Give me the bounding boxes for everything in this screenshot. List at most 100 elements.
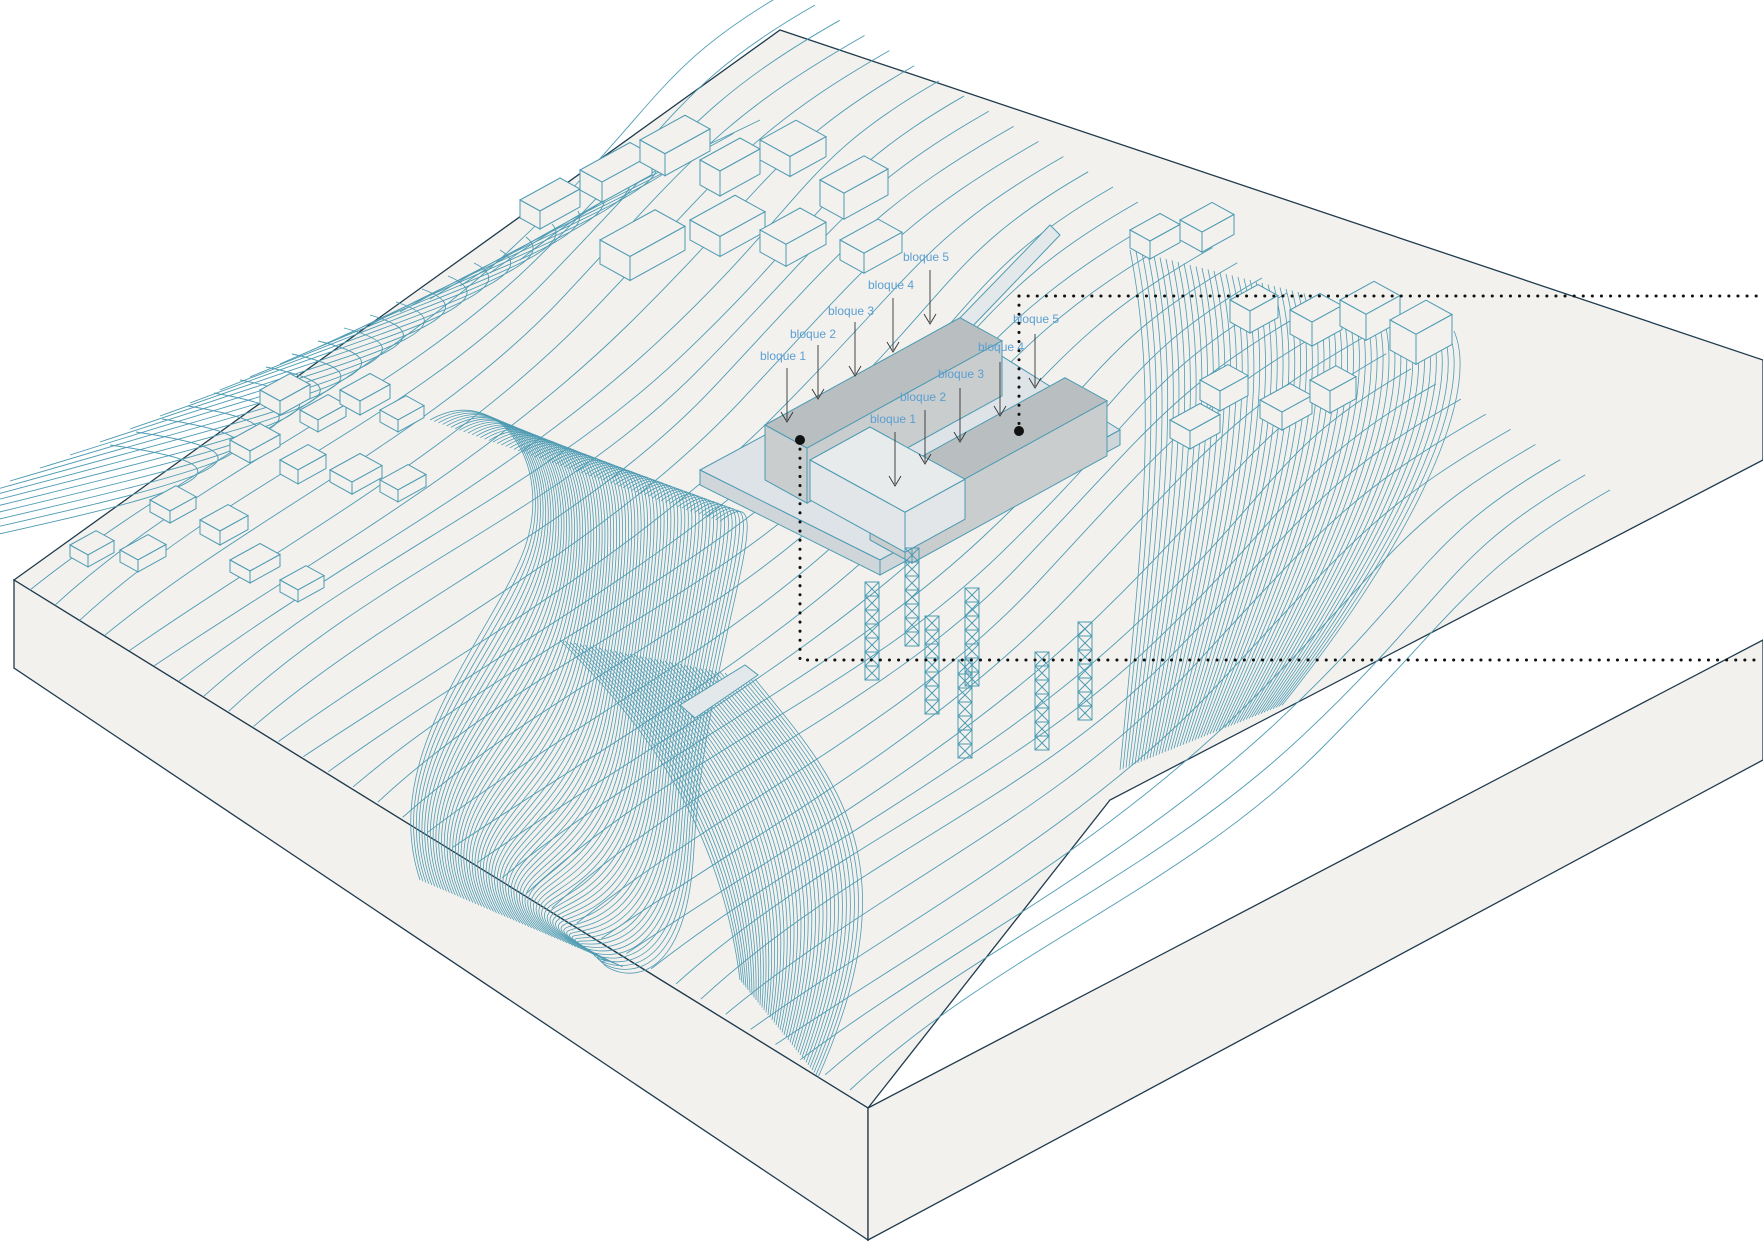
- ravine-line: [639, 655, 779, 1021]
- ravine-line: [602, 511, 748, 974]
- slope-line: [1128, 254, 1163, 767]
- building: [518, 177, 582, 230]
- building: [698, 137, 762, 197]
- label-east-bloque-2: bloque 2: [900, 390, 946, 404]
- ravine-line: [455, 433, 575, 901]
- contour-line: [189, 262, 489, 404]
- slope-line: [1119, 249, 1146, 771]
- ravine-line: [584, 644, 751, 993]
- ravine-line: [649, 657, 785, 1026]
- truss-brace: [924, 629, 940, 645]
- slope-line: [1188, 284, 1278, 743]
- truss-brace: [957, 659, 973, 675]
- ravine-line: [559, 639, 741, 981]
- contour-line: [9, 340, 363, 482]
- ravine-line: [544, 480, 672, 941]
- truss-brace: [904, 603, 920, 619]
- building: [1258, 382, 1314, 431]
- contour-line: [253, 125, 1014, 727]
- ravine-line: [427, 418, 549, 888]
- slope-line: [1266, 323, 1431, 712]
- ravine-line: [491, 452, 612, 917]
- building-wall: [87, 539, 115, 568]
- slope-line: [1194, 287, 1290, 741]
- slope-line: [1161, 270, 1226, 754]
- building: [1128, 212, 1182, 260]
- truss-column: [1077, 621, 1093, 721]
- building-wall: [297, 453, 327, 485]
- label-leaders: [780, 270, 1042, 487]
- truss-brace: [957, 729, 973, 745]
- ravine-line: [560, 489, 693, 949]
- contour-line: [775, 444, 1536, 1045]
- contour-line: [129, 288, 446, 430]
- building: [1228, 284, 1280, 334]
- building-wall: [863, 231, 903, 275]
- contour-line: [249, 236, 534, 378]
- truss-segment: [904, 631, 920, 647]
- building: [278, 444, 328, 485]
- label-west-bloque-1: bloque 1: [760, 349, 806, 363]
- contour-line: [69, 314, 404, 456]
- ravine-line: [719, 671, 835, 1061]
- down-arrow-icon: [780, 411, 794, 423]
- label-east-bloque-3: bloque 3: [938, 367, 984, 381]
- ravine-line: [530, 473, 655, 935]
- truss-brace: [904, 589, 920, 605]
- truss-brace: [864, 665, 880, 681]
- ravine-line: [588, 503, 729, 961]
- building-wall: [629, 225, 686, 282]
- slope-line: [1191, 285, 1284, 742]
- ravine-line: [749, 677, 859, 1076]
- truss-brace: [864, 623, 880, 639]
- truss-brace: [1077, 649, 1093, 665]
- ravine-line: [496, 455, 617, 920]
- truss-brace: [964, 643, 980, 659]
- project-blocks: [763, 317, 1109, 564]
- building-wall: [601, 153, 653, 203]
- truss-brace: [864, 609, 880, 625]
- ravine-line: [480, 446, 600, 912]
- ravine-line: [744, 676, 855, 1073]
- down-arrow-icon: [923, 313, 937, 325]
- truss-brace: [904, 575, 920, 591]
- support-columns: [864, 547, 1093, 759]
- contour-line: [219, 249, 512, 391]
- truss-segment: [864, 665, 880, 681]
- down-arrow-icon: [993, 405, 1007, 417]
- building-wall: [1219, 374, 1249, 412]
- building: [758, 119, 828, 178]
- anchor-markers: [795, 426, 1024, 445]
- building-wall: [397, 404, 425, 433]
- slope-line: [1134, 257, 1174, 765]
- slope-line: [1146, 263, 1197, 760]
- ravine-line: [513, 464, 636, 927]
- ravine-line: [579, 643, 749, 991]
- label-west-bloque-2: bloque 2: [790, 327, 836, 341]
- ravine-line: [452, 432, 573, 900]
- contour-line: [0, 418, 239, 520]
- building: [68, 530, 116, 568]
- ravine-line: [704, 668, 824, 1053]
- ravine-line: [483, 448, 603, 913]
- truss-brace: [1034, 735, 1050, 751]
- ravine-line: [524, 470, 648, 932]
- ravine-line: [714, 670, 832, 1058]
- ravine-line: [499, 457, 620, 921]
- surrounding-buildings: [68, 114, 1454, 603]
- contour-line: [39, 327, 383, 469]
- building: [598, 209, 687, 282]
- down-arrow-icon: [848, 365, 862, 377]
- truss-brace: [1034, 679, 1050, 695]
- truss-column: [924, 615, 940, 715]
- ravine-line: [557, 487, 689, 948]
- building: [378, 395, 426, 433]
- block-connector-wall: [904, 478, 966, 554]
- contour-line: [303, 156, 1064, 758]
- contour-line: [501, 277, 1263, 879]
- slope-line: [1218, 299, 1337, 731]
- ravine-line: [532, 474, 658, 936]
- truss-brace: [864, 595, 880, 611]
- ravine-line: [699, 667, 820, 1051]
- contour-line: [159, 275, 468, 417]
